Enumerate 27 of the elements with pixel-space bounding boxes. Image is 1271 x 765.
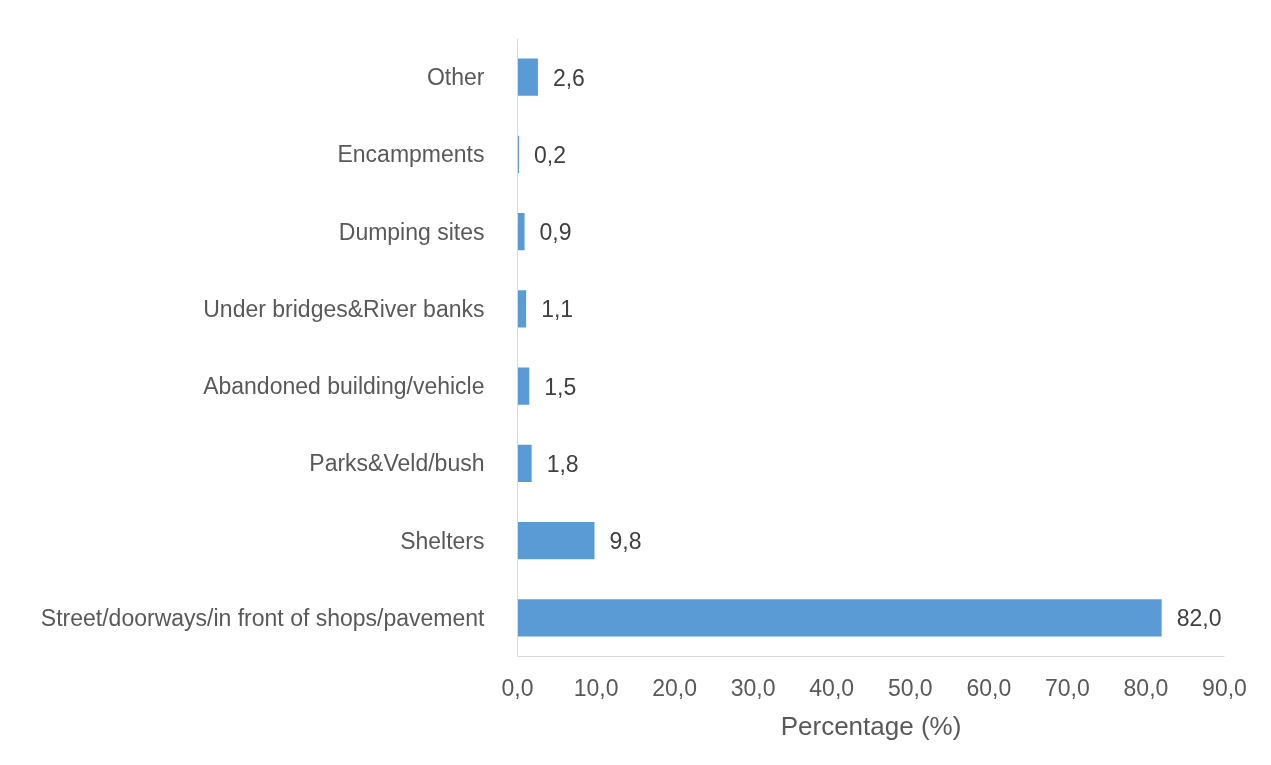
x-tick-label: 40,0 — [809, 674, 855, 701]
x-tick-label: 90,0 — [1202, 674, 1247, 701]
x-tick-label: 30,0 — [730, 674, 776, 701]
y-tick-label: Abandoned building/vehicle — [203, 373, 485, 400]
x-tick-label: 70,0 — [1045, 674, 1090, 701]
x-tick-label: 80,0 — [1123, 674, 1169, 701]
x-tick-label: 10,0 — [573, 674, 619, 701]
y-tick-label: Under bridges&River banks — [203, 295, 485, 322]
data-label: 1,1 — [541, 296, 574, 323]
data-label: 0,2 — [534, 141, 567, 168]
data-label: 2,6 — [552, 64, 585, 91]
y-tick-label: Shelters — [400, 527, 485, 554]
y-tick-label: Other — [426, 64, 485, 91]
data-label: 1,5 — [544, 373, 577, 400]
y-tick-label: Parks&Veld/bush — [309, 450, 485, 477]
data-label: 1,8 — [546, 450, 579, 477]
x-tick-label: 50,0 — [887, 674, 933, 701]
x-tick-label: 20,0 — [652, 674, 697, 701]
y-tick-label: Street/doorways/in front of shops/pavement — [40, 604, 486, 631]
x-tick-label: 0,0 — [501, 674, 534, 701]
data-label: 9,8 — [609, 528, 642, 555]
y-tick-label: Encampments — [337, 141, 485, 168]
data-label: 0,9 — [539, 219, 572, 246]
data-label: 82,0 — [1176, 605, 1222, 632]
x-tick-label: 60,0 — [966, 674, 1012, 701]
x-axis-title: Percentage (%) — [780, 710, 962, 741]
y-tick-label: Dumping sites — [338, 218, 485, 245]
